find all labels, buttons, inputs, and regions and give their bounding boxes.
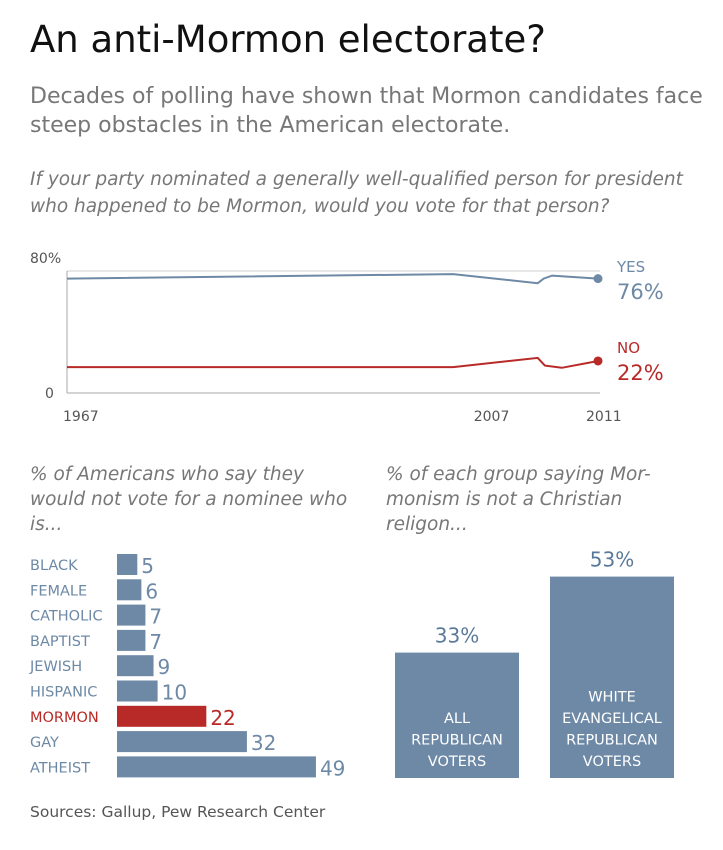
chart-subtitle: Decades of polling have shown that Mormo… xyxy=(30,84,703,138)
chart-title: An anti-Mormon electorate? xyxy=(30,18,546,61)
bar-value-label: 22 xyxy=(210,706,235,730)
y-tick-label: 0 xyxy=(45,386,54,402)
column-category-label: EVANGELICAL xyxy=(562,711,662,727)
series-name-label: YES xyxy=(616,258,645,276)
bar-value-label: 5 xyxy=(141,554,154,578)
bar-category-label: MORMON xyxy=(30,710,99,726)
column-category-label: WHITE xyxy=(588,690,636,706)
bar-baptist xyxy=(117,629,146,651)
columns-note: % of each group saying Mor-monism is not… xyxy=(386,464,651,535)
series-end-value: 76% xyxy=(617,280,664,304)
bars-note: % of Americans who say they would not vo… xyxy=(30,464,348,535)
column-category-label: REPUBLICAN xyxy=(411,733,503,749)
bar-value-label: 9 xyxy=(158,655,171,679)
y-tick-label: 80% xyxy=(30,251,61,267)
poll-question: If your party nominated a generally well… xyxy=(30,169,683,217)
column-bar xyxy=(550,576,674,778)
series-end-value: 22% xyxy=(617,361,664,385)
x-tick-label: 1967 xyxy=(63,409,99,425)
column-bar xyxy=(395,652,519,778)
bar-value-label: 32 xyxy=(251,731,276,755)
bar-atheist xyxy=(117,756,316,778)
bar-gay xyxy=(117,731,247,753)
bar-female xyxy=(117,579,142,601)
bar-category-label: JEWISH xyxy=(29,659,82,675)
bar-value-label: 7 xyxy=(149,605,162,629)
column-category-label: VOTERS xyxy=(583,754,641,770)
series-line-no xyxy=(67,356,599,369)
bar-value-label: 7 xyxy=(149,630,162,654)
series-end-point xyxy=(593,356,603,366)
column-category-label: ALL xyxy=(444,711,470,727)
x-tick-label: 2007 xyxy=(474,409,510,425)
bar-jewish xyxy=(117,655,154,677)
bar-category-label: BAPTIST xyxy=(30,634,90,650)
bar-category-label: CATHOLIC xyxy=(30,609,103,625)
bar-category-label: GAY xyxy=(30,735,59,751)
bar-category-label: BLACK xyxy=(30,558,78,574)
bar-value-label: 6 xyxy=(145,579,158,603)
x-tick-label: 2011 xyxy=(586,409,622,425)
bar-hispanic xyxy=(117,680,158,702)
bar-value-label: 49 xyxy=(320,756,345,780)
trend-line-chart: 80% 0 1967 2007 2011 YES 76% NO 22% xyxy=(30,251,664,425)
series-name-label: NO xyxy=(617,339,640,357)
column-category-label: REPUBLICAN xyxy=(566,733,658,749)
bar-category-label: HISPANIC xyxy=(30,685,97,701)
bar-mormon xyxy=(117,705,207,727)
column-category-label: VOTERS xyxy=(428,754,486,770)
series-end-point xyxy=(593,274,603,284)
bar-category-label: FEMALE xyxy=(30,583,87,599)
column-value-label: 33% xyxy=(435,624,479,648)
series-line-yes xyxy=(66,273,599,285)
bar-category-label: ATHEIST xyxy=(30,760,90,776)
bar-black xyxy=(117,554,138,575)
column-value-label: 53% xyxy=(590,548,634,572)
bar-value-label: 10 xyxy=(162,681,187,705)
source-note: Sources: Gallup, Pew Research Center xyxy=(30,803,326,821)
bar-catholic xyxy=(117,604,146,626)
